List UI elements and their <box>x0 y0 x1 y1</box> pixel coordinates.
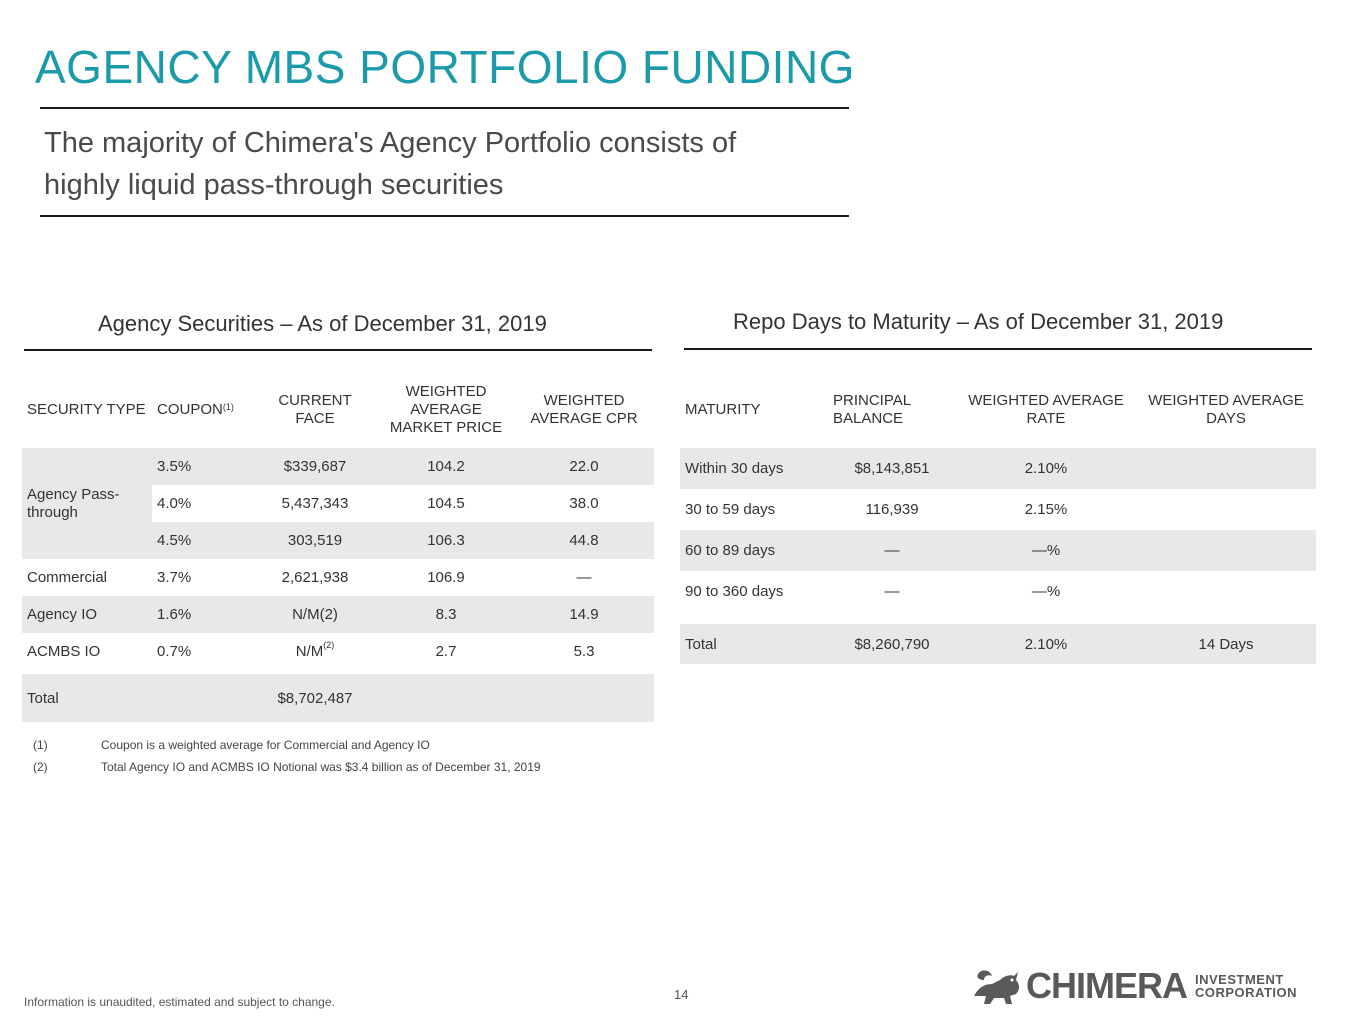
cell-maturity: 30 to 59 days <box>685 501 776 518</box>
cell-maturity: Within 30 days <box>680 448 828 489</box>
cell-cpr: 22.0 <box>514 448 654 485</box>
footnotes: (1) Coupon is a weighted average for Com… <box>33 734 541 778</box>
cell-coupon: 4.5% <box>152 522 252 559</box>
cell-cpr: 5.3 <box>573 643 595 660</box>
table-row: 30 to 59 days 116,939 2.15% <box>680 489 1316 530</box>
page-title: AGENCY MBS PORTFOLIO FUNDING <box>35 41 855 93</box>
cell-coupon: 3.7% <box>157 569 192 586</box>
page-subtitle: The majority of Chimera's Agency Portfol… <box>44 122 844 206</box>
cell-coupon: 4.0% <box>157 495 192 512</box>
total-balance: $8,260,790 <box>828 624 956 664</box>
agency-table-header: SECURITY TYPE COUPON(1) CURRENT FACE WEIG… <box>22 372 654 448</box>
face-footnote-ref: (2) <box>323 640 335 650</box>
cell-balance: 116,939 <box>865 501 919 518</box>
cell-face: N/M(2) <box>252 596 378 633</box>
col-principal-balance: PRINCIPAL BALANCE <box>833 392 912 427</box>
chimera-logo: CHIMERA INVESTMENT CORPORATION <box>970 966 1322 1006</box>
agency-total-row: Total $8,702,487 <box>22 674 654 722</box>
chimera-creature-icon <box>974 970 1019 1004</box>
logo-wordmark: CHIMERA <box>1026 965 1188 1006</box>
cell-type: Agency IO <box>22 596 152 633</box>
cell-rate: 2.10% <box>956 448 1136 489</box>
page-number: 14 <box>674 987 689 1002</box>
col-weighted-avg-cpr: WEIGHTED AVERAGE CPR <box>530 392 638 427</box>
agency-passthrough-label: Agency Pass-through <box>22 448 152 559</box>
col-weighted-avg-rate: WEIGHTED AVERAGE RATE <box>968 392 1124 427</box>
repo-maturity-table: MATURITY PRINCIPAL BALANCE WEIGHTED AVERA… <box>680 372 1316 664</box>
agency-securities-heading: Agency Securities – As of December 31, 2… <box>98 311 547 336</box>
footnote-2: (2) Total Agency IO and ACMBS IO Notiona… <box>33 760 541 774</box>
cell-days <box>1136 448 1316 489</box>
cell-coupon: 0.7% <box>157 643 192 660</box>
cell-cpr: 38.0 <box>569 495 599 512</box>
table-row: ACMBS IO 0.7% N/M(2) 2.7 5.3 <box>22 633 654 670</box>
cell-coupon: 1.6% <box>152 596 252 633</box>
col-security-type: SECURITY TYPE <box>27 401 146 418</box>
repo-table-header: MATURITY PRINCIPAL BALANCE WEIGHTED AVERA… <box>680 372 1316 448</box>
cell-type: ACMBS IO <box>27 643 101 660</box>
table-row: 4.0% 5,437,343 104.5 38.0 <box>22 485 654 522</box>
total-label: Total <box>680 624 828 664</box>
cell-price: 104.2 <box>378 448 514 485</box>
table-row: 4.5% 303,519 106.3 44.8 <box>22 522 654 559</box>
cell-maturity: 60 to 89 days <box>680 530 828 571</box>
table-row: 90 to 360 days — —% <box>680 571 1316 612</box>
cell-price: 106.9 <box>427 569 465 586</box>
cell-maturity: 90 to 360 days <box>685 583 784 600</box>
cell-cpr: 14.9 <box>514 596 654 633</box>
cell-price: 104.5 <box>427 495 465 512</box>
cell-days <box>1136 571 1316 612</box>
repo-heading: Repo Days to Maturity – As of December 3… <box>733 309 1224 334</box>
footnote-1: (1) Coupon is a weighted average for Com… <box>33 738 430 752</box>
table-row: Within 30 days $8,143,851 2.10% <box>680 448 1316 489</box>
subtitle-line-2: highly liquid pass-through securities <box>44 169 504 201</box>
cell-balance: — <box>828 530 956 571</box>
col-coupon: COUPON(1) <box>157 401 234 418</box>
cell-face: 5,437,343 <box>281 495 349 512</box>
col-current-face: CURRENT FACE <box>278 392 352 427</box>
logo-subtitle: INVESTMENT CORPORATION <box>1195 972 1298 1000</box>
col-weighted-avg-days: WEIGHTED AVERAGE DAYS <box>1148 392 1304 427</box>
cell-cpr: 44.8 <box>514 522 654 559</box>
table-row: 60 to 89 days — —% <box>680 530 1316 571</box>
cell-cpr: — <box>576 569 592 586</box>
cell-face: $339,687 <box>252 448 378 485</box>
repo-heading-rule <box>684 348 1312 350</box>
total-rate: 2.10% <box>956 624 1136 664</box>
cell-rate: —% <box>1031 583 1061 600</box>
cell-coupon: 3.5% <box>152 448 252 485</box>
cell-balance: — <box>884 583 900 600</box>
cell-days <box>1136 489 1316 530</box>
cell-type: Commercial <box>27 569 108 586</box>
cell-balance: $8,143,851 <box>828 448 956 489</box>
cell-price: 106.3 <box>378 522 514 559</box>
cell-face: N/M(2) <box>295 640 335 660</box>
coupon-footnote-ref: (1) <box>222 402 234 412</box>
subtitle-rule <box>40 215 849 217</box>
cell-days <box>1136 530 1316 571</box>
cell-face: 2,621,938 <box>281 569 349 586</box>
table-row: Commercial 3.7% 2,621,938 106.9 — <box>22 559 654 596</box>
agency-heading-rule <box>24 349 652 351</box>
cell-price: 8.3 <box>378 596 514 633</box>
cell-rate: —% <box>956 530 1136 571</box>
agency-securities-table: SECURITY TYPE COUPON(1) CURRENT FACE WEIG… <box>22 372 654 722</box>
title-rule <box>40 107 849 109</box>
cell-rate: 2.15% <box>1024 501 1068 518</box>
table-row: Agency IO 1.6% N/M(2) 8.3 14.9 <box>22 596 654 633</box>
total-label: Total <box>22 674 152 722</box>
total-face: $8,702,487 <box>252 674 378 722</box>
total-days: 14 Days <box>1136 624 1316 664</box>
cell-face: 303,519 <box>252 522 378 559</box>
repo-total-row: Total $8,260,790 2.10% 14 Days <box>680 624 1316 664</box>
subtitle-line-1: The majority of Chimera's Agency Portfol… <box>44 127 737 159</box>
cell-price: 2.7 <box>435 643 457 660</box>
col-maturity: MATURITY <box>685 401 761 418</box>
disclaimer: Information is unaudited, estimated and … <box>24 995 335 1009</box>
table-row: Agency Pass-through 3.5% $339,687 104.2 … <box>22 448 654 559</box>
col-weighted-avg-market-price: WEIGHTED AVERAGE MARKET PRICE <box>389 383 503 436</box>
